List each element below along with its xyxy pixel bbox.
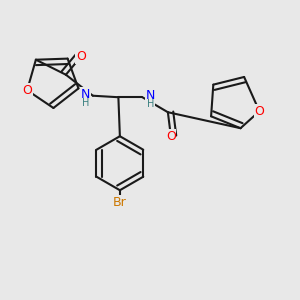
Text: O: O [254,105,264,118]
Text: H: H [82,98,89,108]
Text: O: O [76,50,86,63]
Text: Br: Br [113,196,127,209]
Text: O: O [166,130,176,143]
Text: H: H [147,99,154,109]
Text: N: N [146,89,155,102]
Text: N: N [81,88,90,101]
Text: O: O [22,84,32,97]
